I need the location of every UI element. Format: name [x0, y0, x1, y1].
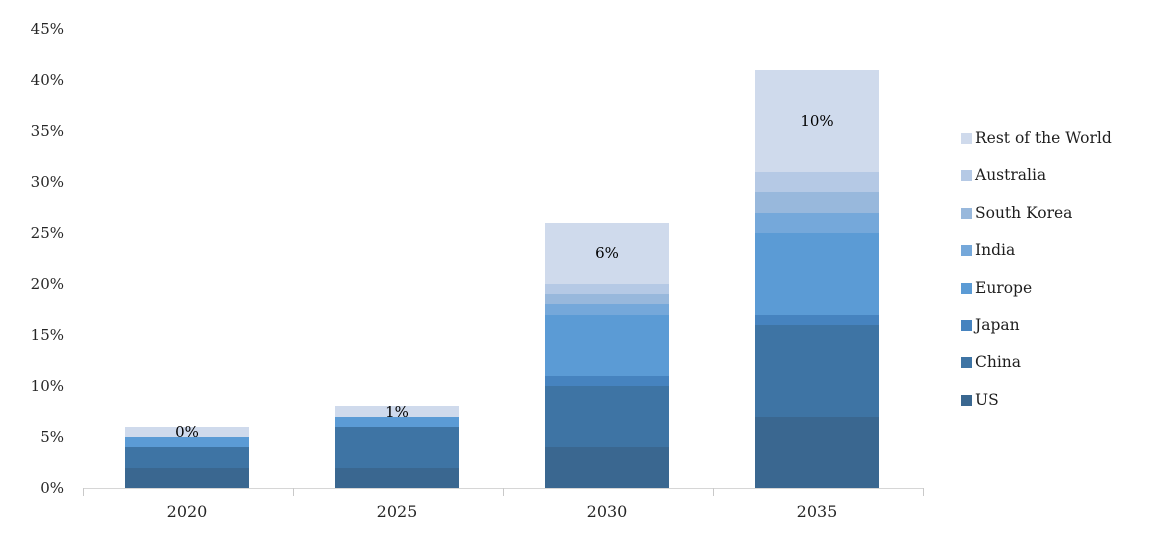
bar-segment-china-2025 [335, 426, 459, 468]
y-axis-tick-label: 45% [30, 20, 64, 38]
legend-item-australia: Australia [961, 166, 1046, 185]
legend-label: US [975, 390, 999, 409]
bar-segment-japan-2030 [545, 375, 669, 386]
legend-swatch-icon [961, 357, 972, 369]
y-axis-tick-label: 10% [30, 377, 64, 395]
bar-segment-rest-of-the-world-2035 [755, 69, 879, 172]
legend-label: Rest of the World [975, 129, 1112, 147]
bar-segment-europe-2020 [125, 437, 249, 448]
legend-swatch-icon [961, 320, 972, 331]
bar-segment-us-2025 [335, 467, 459, 488]
legend-swatch-icon [961, 282, 972, 294]
bar-segment-india-2035 [755, 212, 879, 233]
legend-label: Japan [975, 316, 1020, 334]
legend-label: Europe [975, 278, 1033, 297]
bar-segment-europe-2025 [335, 416, 459, 427]
bar-data-label: 0% [175, 422, 199, 441]
y-axis-tick-label: 30% [30, 173, 64, 191]
bar-segment-india-2030 [545, 304, 669, 315]
x-axis-category-label: 2035 [796, 502, 838, 521]
x-axis-tick [503, 488, 504, 496]
y-axis-tick-label: 5% [40, 428, 64, 446]
x-axis-category-label: 2030 [586, 502, 628, 521]
legend-item-europe: Europe [961, 279, 1032, 298]
legend-swatch-icon [961, 133, 972, 144]
x-axis-category-label: 2025 [376, 502, 418, 521]
legend-item-india: India [961, 241, 1015, 260]
y-axis-tick-label: 20% [30, 275, 64, 293]
y-axis-tick-label: 35% [30, 122, 64, 140]
bar-segment-europe-2030 [545, 314, 669, 376]
bar-segment-south-korea-2035 [755, 192, 879, 213]
bar-segment-china-2030 [545, 386, 669, 448]
bar-segment-europe-2035 [755, 233, 879, 315]
bar-data-label: 10% [800, 111, 834, 130]
bar-segment-china-2035 [755, 324, 879, 417]
x-axis-category-label: 2020 [166, 502, 208, 521]
y-axis-tick-label: 15% [30, 326, 64, 344]
legend-label: Australia [975, 166, 1047, 185]
x-axis-tick [713, 488, 714, 496]
bar-segment-us-2035 [755, 416, 879, 488]
bar-segment-rest-of-the-world-2020 [125, 426, 249, 437]
x-axis-tick [83, 488, 84, 496]
bar-segment-rest-of-the-world-2030 [545, 222, 669, 284]
bar-segment-south-korea-2030 [545, 294, 669, 305]
bar-segment-japan-2035 [755, 314, 879, 325]
x-axis-tick [293, 488, 294, 496]
legend-label: South Korea [975, 203, 1073, 222]
bar-segment-us-2020 [125, 467, 249, 488]
legend-item-japan: Japan [961, 316, 1020, 335]
bar-segment-rest-of-the-world-2025 [335, 406, 459, 417]
legend-swatch-icon [961, 245, 972, 257]
x-axis-tick [923, 488, 924, 496]
bar-data-label: 6% [595, 244, 619, 263]
y-axis-tick-label: 25% [30, 224, 64, 242]
legend-item-south-korea: South Korea [961, 204, 1072, 223]
legend-swatch-icon [961, 394, 972, 406]
legend-swatch-icon [961, 170, 972, 182]
bar-segment-australia-2030 [545, 284, 669, 295]
legend-label: China [975, 353, 1022, 372]
bar-segment-china-2020 [125, 447, 249, 468]
y-axis-tick-label: 40% [30, 71, 64, 89]
legend-swatch-icon [961, 207, 972, 219]
bar-data-label: 1% [385, 402, 409, 421]
legend-label: India [975, 241, 1016, 260]
legend-item-rest-of-the-world: Rest of the World [961, 129, 1112, 148]
legend-item-china: China [961, 353, 1021, 372]
bar-segment-us-2030 [545, 447, 669, 488]
bar-segment-australia-2035 [755, 171, 879, 193]
legend-item-us: US [961, 391, 999, 410]
y-axis-tick-label: 0% [40, 479, 64, 497]
